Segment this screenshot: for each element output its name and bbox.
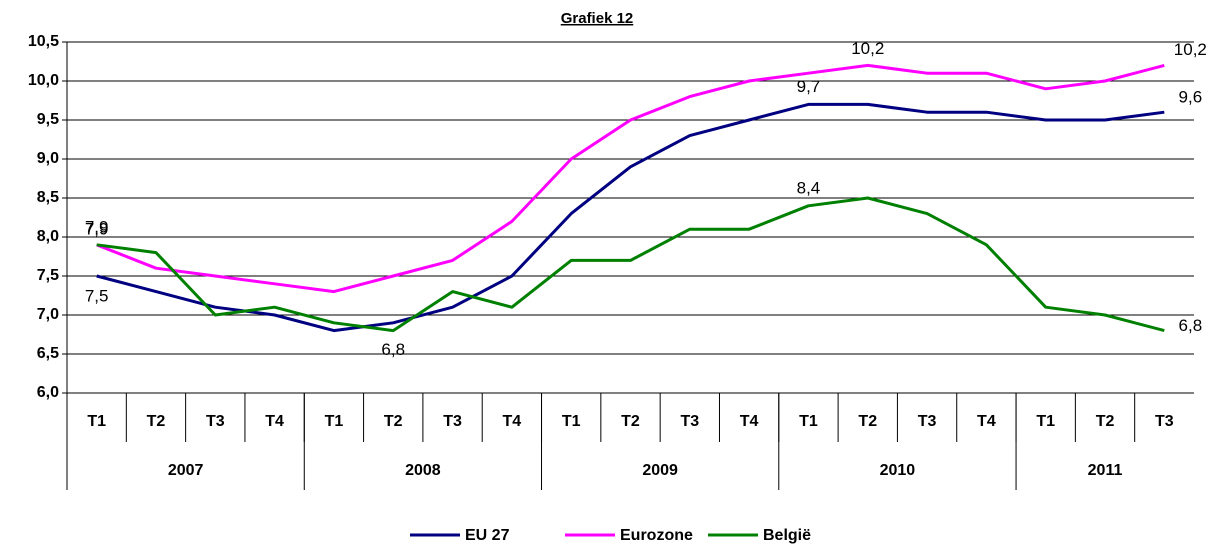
group-label: 2010 [880, 462, 916, 479]
x-tick-label: T3 [918, 413, 937, 430]
data-label: 9,6 [1179, 88, 1203, 107]
x-tick-label: T3 [206, 413, 225, 430]
y-tick-label: 10,5 [28, 33, 59, 50]
x-tick-label: T1 [799, 413, 818, 430]
x-tick-label: T2 [384, 413, 403, 430]
y-tick-label: 7,5 [37, 267, 59, 284]
x-tick-label: T1 [1036, 413, 1055, 430]
y-tick-label: 8,0 [37, 228, 59, 245]
x-tick-label: T3 [680, 413, 699, 430]
x-tick-label: T1 [562, 413, 581, 430]
group-label: 2011 [1088, 462, 1123, 479]
series-line [96, 63, 1165, 294]
legend-label: Eurozone [620, 527, 693, 544]
x-tick-label: T4 [265, 413, 284, 430]
y-tick-label: 9,5 [37, 111, 59, 128]
series-line [96, 102, 1165, 333]
data-label: 10,2 [1174, 40, 1207, 59]
group-label: 2008 [405, 462, 441, 479]
group-label: 2009 [642, 462, 678, 479]
data-label: 6,8 [381, 340, 405, 359]
data-label: 7,9 [85, 217, 109, 236]
y-tick-label: 6,5 [37, 345, 59, 362]
data-label: 10,2 [851, 39, 884, 58]
data-label: 6,8 [1179, 316, 1203, 335]
x-tick-label: T4 [503, 413, 522, 430]
x-tick-label: T3 [1155, 413, 1174, 430]
group-label: 2007 [168, 462, 204, 479]
x-tick-label: T1 [325, 413, 344, 430]
x-tick-label: T2 [1096, 413, 1115, 430]
x-tick-label: T4 [977, 413, 996, 430]
data-label: 7,5 [85, 286, 109, 305]
data-label: 7,9 [85, 219, 109, 238]
x-tick-label: T3 [443, 413, 462, 430]
y-tick-label: 10,0 [28, 72, 59, 89]
x-tick-label: T2 [147, 413, 166, 430]
x-tick-label: T1 [87, 413, 106, 430]
legend-label: EU 27 [465, 527, 510, 544]
y-tick-label: 9,0 [37, 150, 59, 167]
chart-title: Grafiek 12 [561, 10, 634, 27]
x-tick-label: T2 [858, 413, 877, 430]
x-tick-label: T2 [621, 413, 640, 430]
y-tick-label: 6,0 [37, 384, 59, 401]
data-label: 9,7 [797, 77, 821, 96]
series-line [96, 196, 1165, 333]
y-tick-label: 7,0 [37, 306, 59, 323]
legend-label: België [763, 527, 811, 544]
y-tick-label: 8,5 [37, 189, 59, 206]
data-label: 8,4 [797, 178, 821, 197]
x-tick-label: T4 [740, 413, 759, 430]
